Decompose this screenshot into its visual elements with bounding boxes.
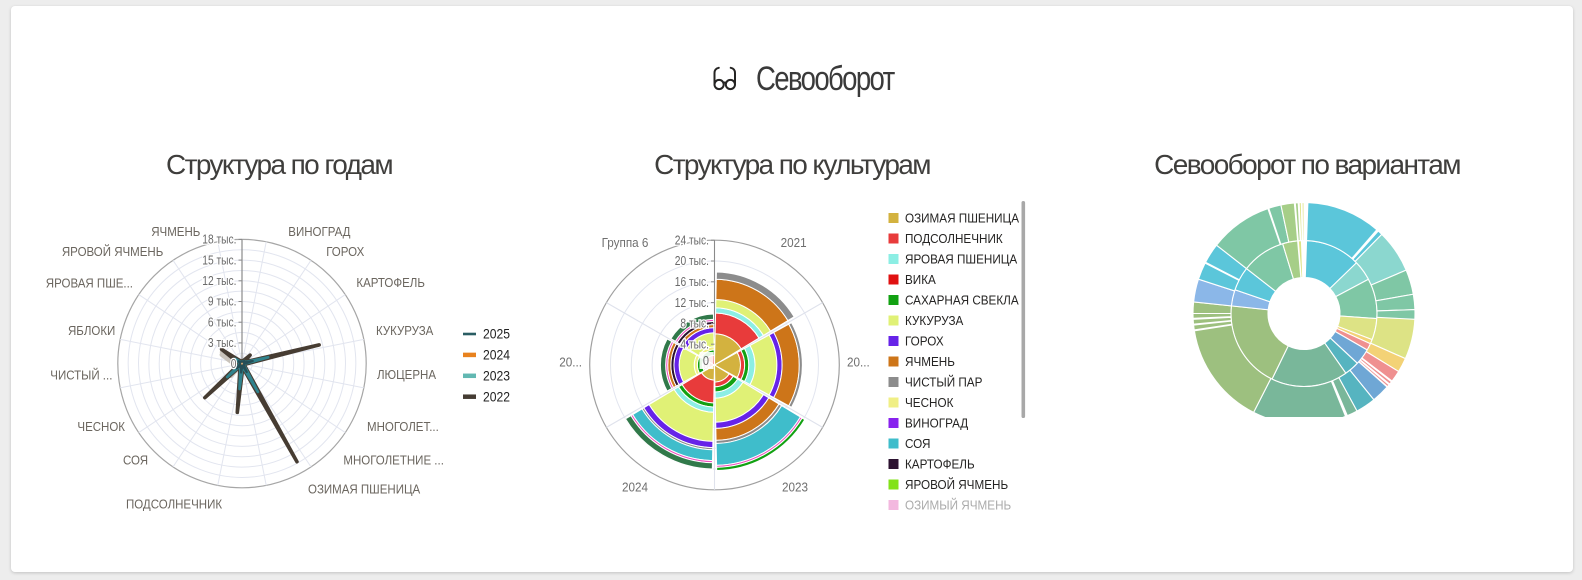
svg-text:12 тыс.: 12 тыс.	[675, 297, 709, 310]
svg-text:16 тыс.: 16 тыс.	[675, 276, 709, 289]
svg-text:0: 0	[231, 358, 237, 371]
svg-text:КАРТОФЕЛЬ: КАРТОФЕЛЬ	[905, 457, 975, 472]
svg-text:Структура по годам: Структура по годам	[166, 149, 392, 180]
svg-text:9 тыс.: 9 тыс.	[208, 296, 237, 309]
svg-text:ОЗИМАЯ ПШЕНИЦА: ОЗИМАЯ ПШЕНИЦА	[905, 211, 1020, 226]
svg-text:15 тыс.: 15 тыс.	[202, 254, 236, 267]
svg-text:ЯЧМЕНЬ: ЯЧМЕНЬ	[905, 354, 955, 369]
svg-text:8 тыс.: 8 тыс.	[680, 318, 709, 331]
svg-text:СОЯ: СОЯ	[123, 453, 148, 468]
svg-text:ПОДСОЛНЕЧНИК: ПОДСОЛНЕЧНИК	[905, 231, 1003, 246]
svg-text:ВИКА: ВИКА	[905, 272, 937, 287]
svg-text:ГОРОХ: ГОРОХ	[905, 334, 944, 349]
svg-text:20...: 20...	[559, 355, 582, 370]
svg-text:20 тыс.: 20 тыс.	[675, 255, 709, 268]
svg-text:ЧИСТЫЙ ПАР: ЧИСТЫЙ ПАР	[905, 374, 982, 390]
svg-text:МНОГОЛЕТ...: МНОГОЛЕТ...	[367, 419, 439, 434]
svg-text:ЯБЛОКИ: ЯБЛОКИ	[68, 323, 115, 338]
svg-text:12 тыс.: 12 тыс.	[202, 275, 236, 288]
svg-text:Севооборот: Севооборот	[756, 59, 895, 97]
svg-text:Группа 6: Группа 6	[602, 235, 649, 250]
svg-text:ЯРОВАЯ ПШЕНИЦА: ЯРОВАЯ ПШЕНИЦА	[905, 252, 1018, 267]
svg-text:ЯЧМЕНЬ: ЯЧМЕНЬ	[151, 224, 200, 239]
svg-text:ОЗИМАЯ ПШЕНИЦА: ОЗИМАЯ ПШЕНИЦА	[308, 482, 421, 497]
svg-text:КАРТОФЕЛЬ: КАРТОФЕЛЬ	[356, 276, 425, 291]
svg-text:2024: 2024	[483, 347, 510, 363]
svg-text:2023: 2023	[483, 368, 510, 384]
svg-text:ГОРОХ: ГОРОХ	[326, 245, 364, 260]
svg-text:Севооборот по вариантам: Севооборот по вариантам	[1154, 149, 1460, 180]
svg-text:Структура по культурам: Структура по культурам	[654, 149, 930, 180]
svg-text:18 тыс.: 18 тыс.	[202, 234, 236, 247]
svg-text:САХАРНАЯ СВЕКЛА: САХАРНАЯ СВЕКЛА	[905, 293, 1019, 308]
svg-text:2024: 2024	[622, 480, 648, 495]
svg-text:МНОГОЛЕТНИЕ ...: МНОГОЛЕТНИЕ ...	[343, 453, 444, 468]
svg-text:ЯРОВАЯ ПШЕ...: ЯРОВАЯ ПШЕ...	[46, 276, 133, 291]
svg-text:2025: 2025	[483, 326, 510, 342]
svg-text:24 тыс.: 24 тыс.	[675, 235, 709, 248]
svg-text:ЯРОВОЙ ЯЧМЕНЬ: ЯРОВОЙ ЯЧМЕНЬ	[62, 243, 163, 259]
svg-text:ВИНОГРАД: ВИНОГРАД	[288, 225, 350, 240]
svg-text:КУКУРУЗА: КУКУРУЗА	[376, 323, 434, 338]
svg-text:2021: 2021	[781, 235, 807, 250]
svg-text:ЧИСТЫЙ ...: ЧИСТЫЙ ...	[50, 367, 112, 383]
svg-text:ОЗИМЫЙ ЯЧМЕНЬ: ОЗИМЫЙ ЯЧМЕНЬ	[905, 497, 1011, 513]
svg-text:ЧЕСНОК: ЧЕСНОК	[77, 420, 125, 435]
svg-text:20...: 20...	[847, 355, 870, 370]
svg-text:ЧЕСНОК: ЧЕСНОК	[905, 395, 954, 410]
svg-text:ЛЮЦЕРНА: ЛЮЦЕРНА	[377, 368, 437, 383]
svg-text:2023: 2023	[782, 480, 808, 495]
svg-text:СОЯ: СОЯ	[905, 436, 930, 451]
svg-text:0: 0	[703, 355, 710, 369]
svg-text:4 тыс.: 4 тыс.	[680, 339, 709, 352]
svg-text:3 тыс.: 3 тыс.	[208, 337, 237, 350]
svg-text:ВИНОГРАД: ВИНОГРАД	[905, 416, 969, 431]
svg-text:ЯРОВОЙ ЯЧМЕНЬ: ЯРОВОЙ ЯЧМЕНЬ	[905, 476, 1008, 492]
svg-text:2022: 2022	[483, 389, 510, 405]
svg-text:КУКУРУЗА: КУКУРУЗА	[905, 313, 964, 328]
svg-text:ПОДСОЛНЕЧНИК: ПОДСОЛНЕЧНИК	[126, 497, 223, 512]
svg-text:6 тыс.: 6 тыс.	[208, 317, 237, 330]
